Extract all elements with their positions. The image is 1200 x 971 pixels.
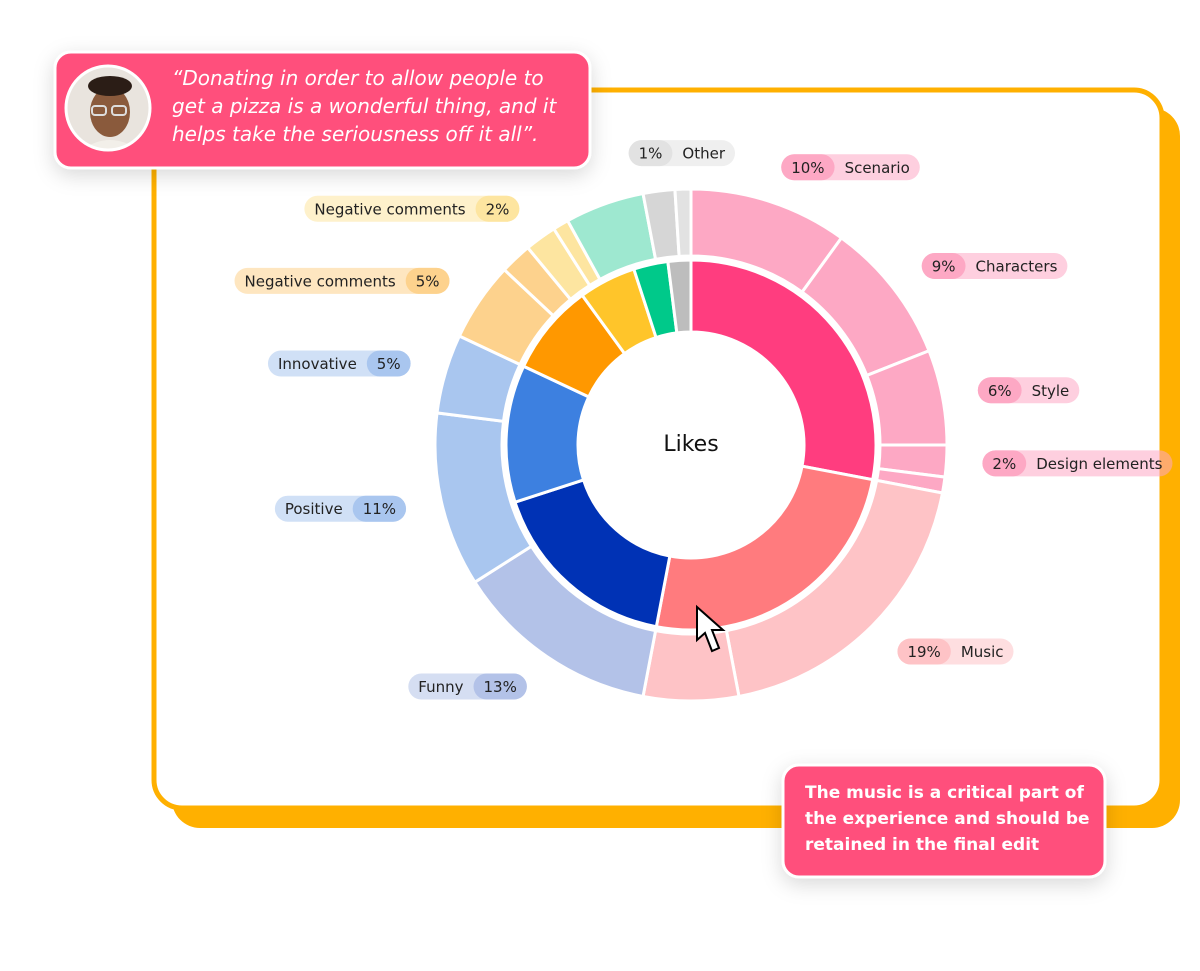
pill-bg [304, 195, 520, 222]
pill-value-bg [405, 267, 450, 294]
pill-value: 1% [639, 145, 663, 163]
label-pill: Characters 9% [921, 253, 1068, 280]
label-pill: Style 6% [977, 377, 1080, 404]
label-pill: Negative comments 5% [234, 267, 450, 294]
cursor [696, 604, 726, 653]
pill-name: Style [1032, 382, 1070, 400]
inner-segment [689, 258, 878, 482]
pill-value-bg [921, 253, 966, 280]
pill-name: Scenario [845, 159, 910, 177]
avatar-ring [64, 64, 152, 152]
inner-segment [666, 258, 693, 335]
label-pill: Scenario 10% [781, 154, 920, 181]
pill-value-bg [982, 450, 1027, 477]
pill-name: Other [682, 145, 725, 163]
pill-value-bg [352, 495, 407, 522]
pill-name: Negative comments [314, 200, 465, 218]
pill-name: Funny [418, 678, 463, 696]
label-pill: Music 19% [897, 638, 1014, 665]
pill-value: 6% [988, 382, 1012, 400]
pill-value-bg [781, 154, 835, 181]
pill-value-bg [977, 377, 1022, 404]
inner-segment [654, 464, 875, 632]
pill-value: 10% [791, 159, 824, 177]
label-pill: Other 1% [628, 140, 736, 167]
pill-name: Positive [285, 500, 343, 518]
pill-value-bg [473, 673, 527, 700]
pill-name: Music [961, 643, 1004, 661]
pill-name: Innovative [278, 355, 357, 373]
pill-value: 2% [486, 200, 510, 218]
pill-value: 5% [377, 355, 401, 373]
pill-value-bg [366, 350, 411, 377]
pill-value-bg [475, 195, 520, 222]
sunburst-chart: Scenario 10% Characters 9% Style 6% Design ele… [234, 140, 1173, 703]
pill-value: 11% [363, 500, 396, 518]
pill-bg [234, 267, 450, 294]
pill-value: 2% [992, 455, 1016, 473]
pill-value: 19% [907, 643, 940, 661]
callout-text: The music is a critical part of the expe… [805, 783, 1090, 855]
center-label: Likes [663, 432, 718, 457]
label-pill: Positive 11% [274, 495, 407, 522]
pill-value: 13% [484, 678, 517, 696]
outer-segment [641, 628, 741, 703]
pill-name: Characters [976, 258, 1058, 276]
callout-box [781, 763, 1107, 879]
label-pill: Design elements 2% [982, 450, 1173, 477]
outer-segment [673, 187, 693, 258]
label-pill: Funny 13% [408, 673, 527, 700]
pill-name: Design elements [1036, 455, 1162, 473]
pill-value-bg [897, 638, 951, 665]
label-pill: Innovative 5% [267, 350, 411, 377]
pill-bg [982, 450, 1173, 477]
label-pill: Negative comments 2% [304, 195, 520, 222]
pill-value: 5% [416, 272, 440, 290]
quote-box [53, 50, 592, 170]
pill-value-bg [628, 140, 673, 167]
pill-value: 9% [932, 258, 956, 276]
pill-name: Negative comments [245, 272, 396, 290]
quote-text: “Donating in order to allow people to ge… [172, 66, 557, 146]
